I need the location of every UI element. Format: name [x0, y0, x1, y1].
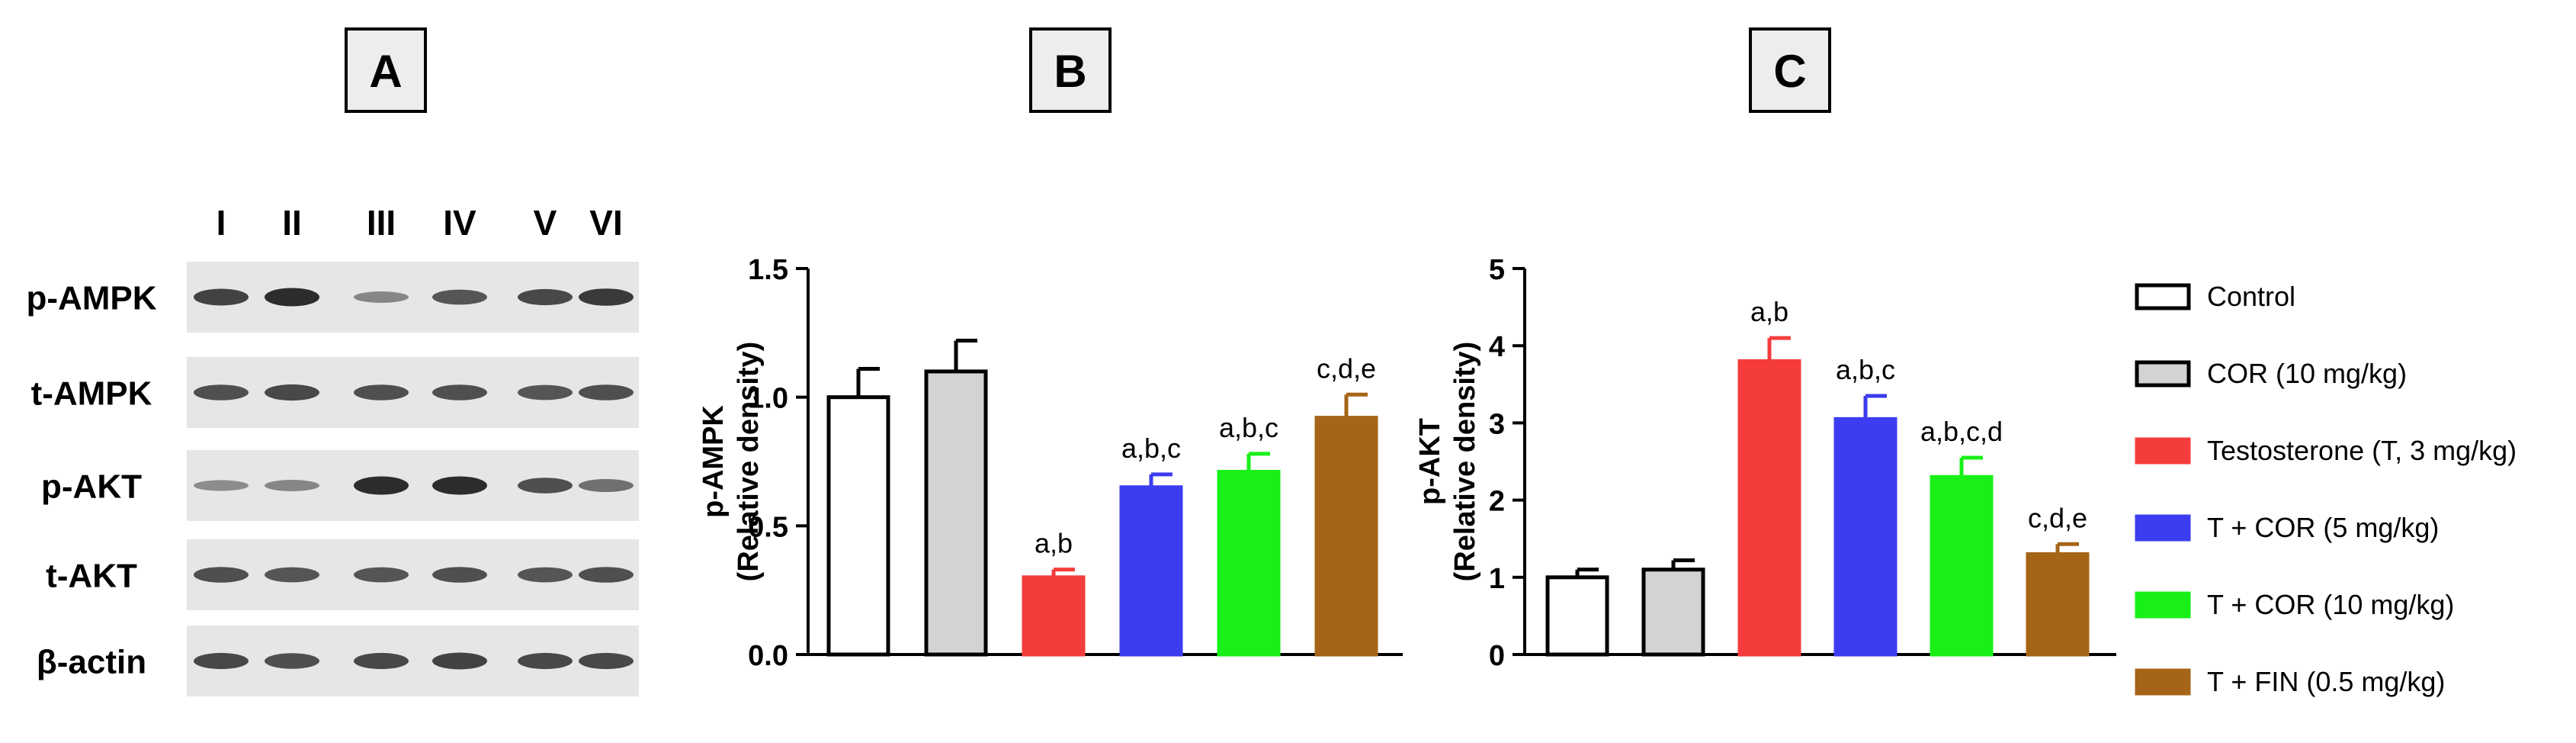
- blot-band: [579, 479, 634, 492]
- panel-label-c: C: [1749, 27, 1831, 113]
- blot-band: [354, 476, 409, 495]
- significance-label: a,b,c: [1219, 412, 1278, 443]
- blot-band: [432, 652, 487, 670]
- bar: [1545, 575, 1609, 657]
- y-axis-label-2: (Relative density): [733, 342, 765, 582]
- legend-label: T + COR (5 mg/kg): [2207, 512, 2439, 543]
- legend-swatch: [2135, 514, 2191, 542]
- blot-band: [354, 291, 409, 303]
- blot-band: [579, 652, 634, 670]
- y-axis-label: p-AMPK: [698, 405, 730, 518]
- bar: [1119, 485, 1183, 657]
- blot-band: [194, 480, 249, 491]
- panel-label-b: B: [1029, 27, 1112, 113]
- legend: Control COR (10 mg/kg) Testosterone (T, 3 …: [2135, 281, 2517, 697]
- legend-label: T + COR (10 mg/kg): [2207, 589, 2454, 620]
- bar: [826, 395, 890, 657]
- legend-swatch: [2135, 591, 2191, 619]
- blot-band: [194, 384, 249, 400]
- bar: [2026, 552, 2090, 657]
- lane-label: I: [217, 203, 226, 243]
- legend-label: Control: [2207, 281, 2295, 312]
- bar: [1022, 575, 1086, 657]
- lane-label: VI: [589, 203, 622, 243]
- blot-band: [265, 567, 319, 583]
- blot-band: [354, 652, 409, 670]
- blot-row-label: t-AMPK: [31, 375, 152, 413]
- blot-band: [432, 567, 487, 583]
- y-tick-label: 0.5: [748, 511, 788, 543]
- legend-label: Testosterone (T, 3 mg/kg): [2207, 435, 2517, 466]
- bar: [924, 369, 988, 657]
- blot-band: [432, 384, 487, 400]
- blot-band: [518, 478, 573, 494]
- significance-label: a,b,c: [1121, 433, 1181, 464]
- lane-label: II: [282, 203, 302, 243]
- significance-label: a,b: [1750, 296, 1788, 327]
- panel-label-b-text: B: [1054, 46, 1086, 97]
- significance-label: c,d,e: [2028, 502, 2087, 533]
- bar: [1833, 417, 1898, 657]
- lane-label: III: [367, 203, 396, 243]
- blot-row-label: p-AKT: [41, 468, 142, 506]
- blot-band: [518, 288, 573, 306]
- legend-label: T + FIN (0.5 mg/kg): [2207, 666, 2445, 697]
- blot-band: [432, 289, 487, 305]
- lane-label: V: [534, 203, 557, 243]
- legend-swatch: [2135, 437, 2191, 465]
- y-tick-label: 3: [1489, 408, 1505, 440]
- blot-band: [354, 384, 409, 400]
- y-tick-label: 1: [1489, 563, 1505, 595]
- panel-label-a: A: [345, 27, 427, 113]
- lane-label: IV: [443, 203, 476, 243]
- y-tick-label: 5: [1489, 254, 1505, 286]
- chart-p-akt: 0 1 2 3 4 5 p-AKT (Relative density) a,b a,b,c a,b…: [1414, 254, 2116, 672]
- blot-band: [354, 567, 409, 583]
- blot-band: [579, 384, 634, 400]
- y-axis-label-2: (Relative density): [1449, 342, 1481, 582]
- chart-p-ampk: 0.0 0.5 1.0 1.5 p-AMPK (Relative density) a,b a…: [698, 254, 1403, 672]
- blot-band: [265, 653, 319, 669]
- blot-band: [432, 476, 487, 495]
- legend-swatch: [2135, 668, 2191, 696]
- significance-label: a,b,c: [1836, 354, 1895, 385]
- y-tick-label: 2: [1489, 486, 1505, 518]
- panel-label-a-text: A: [369, 46, 402, 97]
- blot-band: [265, 288, 319, 307]
- blot-row-label: β-actin: [37, 644, 146, 681]
- bar: [1314, 416, 1378, 657]
- blot-band: [265, 480, 319, 491]
- significance-label: a,b: [1035, 528, 1073, 559]
- blot-band: [518, 652, 573, 670]
- y-tick-label: 0.0: [748, 640, 788, 672]
- blot-row-label: t-AKT: [46, 558, 137, 595]
- panel-label-c-text: C: [1773, 46, 1806, 97]
- legend-swatch: [2135, 283, 2191, 310]
- blot-band: [265, 384, 319, 401]
- y-tick-label: 1.5: [748, 254, 788, 286]
- y-tick-label: 1.0: [748, 383, 788, 415]
- significance-label: a,b,c,d: [1920, 416, 2003, 447]
- bar: [1930, 474, 1994, 657]
- blot-band: [194, 652, 249, 670]
- blot-band: [579, 288, 634, 306]
- blot-row-label: p-AMPK: [26, 280, 156, 317]
- legend-label: COR (10 mg/kg): [2207, 358, 2407, 389]
- y-tick-label: 0: [1489, 640, 1505, 672]
- blot-band: [579, 567, 634, 583]
- bar: [1737, 359, 1801, 657]
- y-tick-label: 4: [1489, 331, 1505, 363]
- blot-band: [194, 567, 249, 583]
- blot-band: [518, 567, 573, 583]
- bar: [1641, 568, 1705, 657]
- bar: [1217, 469, 1281, 657]
- significance-label: c,d,e: [1317, 352, 1376, 384]
- legend-swatch: [2135, 360, 2191, 388]
- blot-band: [194, 288, 249, 306]
- y-axis-label: p-AKT: [1414, 418, 1446, 505]
- blot-band: [518, 384, 573, 400]
